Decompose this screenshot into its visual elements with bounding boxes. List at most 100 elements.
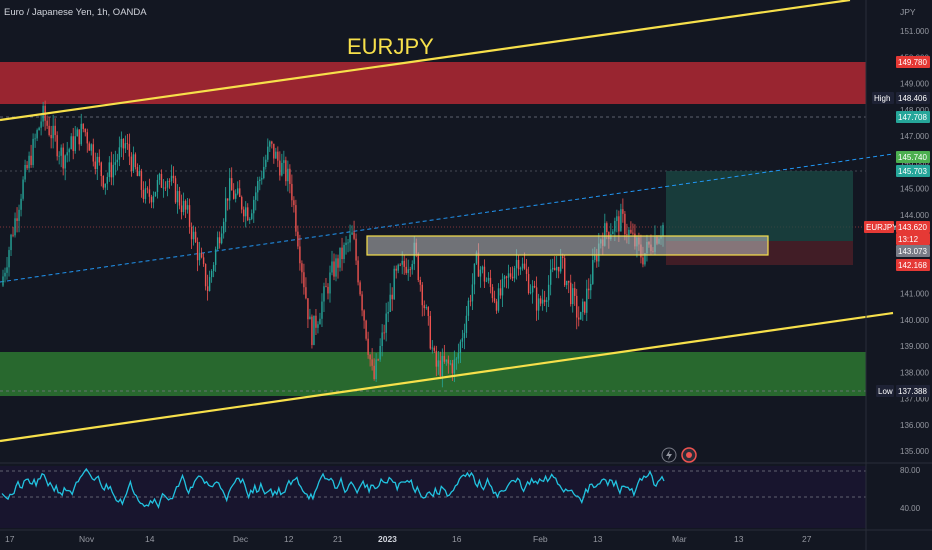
candle (387, 301, 389, 323)
candle (210, 269, 213, 283)
candle (353, 220, 355, 241)
candle (537, 293, 540, 320)
candle (98, 149, 100, 166)
candle (586, 279, 588, 322)
candle (198, 241, 201, 266)
candle (437, 351, 440, 375)
candle (431, 340, 434, 354)
candle (18, 204, 20, 233)
candle (20, 193, 22, 217)
candle (78, 129, 80, 151)
candle (481, 265, 484, 274)
candle (511, 266, 514, 281)
candle (84, 128, 86, 137)
currency-label: JPY (900, 7, 916, 17)
candle (96, 152, 98, 180)
candle (501, 273, 504, 308)
candle (94, 152, 96, 175)
time-axis[interactable]: 17 Nov 14 Dec 12 21 2023 16 Feb 13 Mar 13 27 (5, 534, 812, 544)
resistance-box[interactable] (366, 235, 769, 256)
candle (277, 146, 279, 168)
candle (16, 207, 18, 233)
candle (104, 183, 107, 195)
candle (389, 283, 391, 313)
price-badge-entry: 143.073 (896, 245, 930, 257)
candle (134, 152, 137, 170)
candle (503, 275, 506, 288)
candle (48, 117, 50, 137)
candle (92, 138, 94, 167)
candle (275, 147, 277, 159)
lower-trendline[interactable] (0, 311, 894, 443)
candle (293, 196, 295, 213)
candle (232, 183, 235, 200)
candle (220, 226, 223, 245)
candle (251, 209, 253, 221)
candle (146, 186, 149, 194)
dashed-channel-line[interactable] (0, 153, 894, 283)
target-box[interactable] (666, 171, 853, 241)
upper-trendline[interactable] (0, 0, 851, 122)
candle (50, 125, 52, 149)
candle (261, 170, 263, 185)
candle (120, 131, 123, 158)
candle (166, 178, 169, 197)
candle (419, 276, 421, 292)
candle (2, 269, 4, 287)
record-icon[interactable] (681, 447, 697, 463)
candle (162, 179, 165, 198)
candle (624, 210, 626, 241)
candle (612, 229, 614, 235)
candle (281, 153, 283, 177)
candle (433, 345, 436, 353)
candle (86, 128, 88, 153)
candle (68, 147, 70, 162)
candle (543, 290, 546, 307)
candle (489, 269, 492, 294)
candle (208, 270, 211, 292)
candle (138, 165, 141, 177)
bolt-icon[interactable] (661, 447, 677, 463)
price-badge-text: 147.708 (898, 113, 927, 122)
candle (148, 178, 151, 204)
candle (8, 246, 10, 277)
price-tick-label: 147.000 (900, 132, 929, 141)
price-badge-text: Low (878, 387, 893, 396)
supply-zone[interactable] (0, 62, 866, 104)
candle (395, 265, 397, 279)
candle (243, 206, 245, 223)
candle (461, 329, 464, 349)
price-badges: 149.780 High 148.406 147.708 145.740 145.703 E… (864, 56, 930, 397)
candle (267, 138, 269, 163)
rsi-axis[interactable]: 80.00 40.00 (900, 466, 921, 513)
price-badge-stop: 142.168 (896, 259, 930, 271)
candle (411, 260, 413, 275)
candle (471, 273, 474, 311)
candle (427, 306, 429, 326)
time-tick-label: Dec (233, 534, 249, 544)
candle (154, 191, 157, 197)
candle (299, 234, 301, 271)
candle (90, 143, 92, 156)
candle (10, 233, 12, 256)
candle (327, 283, 329, 300)
demand-zone[interactable] (0, 352, 866, 396)
candle (178, 186, 181, 210)
candle (36, 128, 38, 142)
candle (114, 150, 117, 176)
candle (547, 275, 550, 308)
candle (174, 175, 177, 204)
candle (341, 237, 343, 271)
candle (311, 314, 313, 349)
time-tick-label: Nov (79, 534, 95, 544)
candle (309, 308, 311, 320)
candle (180, 194, 183, 220)
price-badge-high: 148.406 (896, 92, 930, 104)
candle (66, 141, 68, 163)
price-badge-text: High (874, 94, 890, 103)
candle (196, 237, 199, 272)
candle (509, 267, 512, 280)
candle (263, 156, 265, 180)
candle (499, 279, 502, 299)
